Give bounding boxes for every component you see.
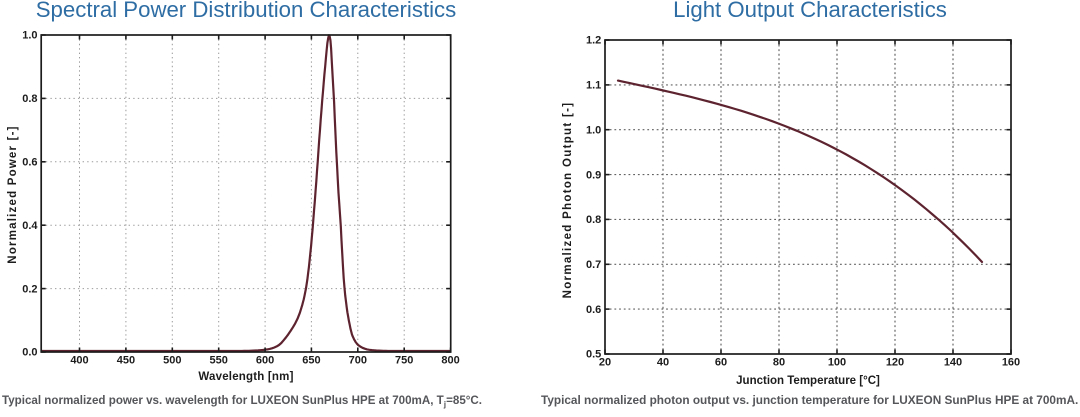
svg-text:0.0: 0.0 bbox=[22, 347, 37, 359]
svg-text:Light Output Characteristics: Light Output Characteristics bbox=[673, 0, 947, 22]
svg-text:750: 750 bbox=[395, 355, 413, 367]
svg-text:0.9: 0.9 bbox=[586, 169, 601, 181]
svg-text:Typical normalized power vs. w: Typical normalized power vs. wavelength … bbox=[2, 394, 482, 409]
svg-text:0.5: 0.5 bbox=[586, 349, 601, 361]
svg-text:0.8: 0.8 bbox=[22, 93, 37, 105]
svg-text:Wavelength [nm]: Wavelength [nm] bbox=[198, 371, 293, 383]
svg-text:1.0: 1.0 bbox=[586, 124, 601, 136]
svg-text:450: 450 bbox=[117, 355, 135, 367]
svg-text:500: 500 bbox=[163, 355, 181, 367]
svg-text:600: 600 bbox=[256, 355, 274, 367]
svg-text:80: 80 bbox=[773, 357, 785, 369]
svg-text:20: 20 bbox=[599, 357, 611, 369]
svg-text:120: 120 bbox=[886, 357, 904, 369]
svg-text:Spectral Power Distribution Ch: Spectral Power Distribution Characterist… bbox=[36, 0, 456, 22]
svg-text:160: 160 bbox=[1002, 357, 1020, 369]
svg-text:100: 100 bbox=[828, 357, 846, 369]
svg-text:Normalized Photon Output [-]: Normalized Photon Output [-] bbox=[562, 102, 574, 299]
svg-text:1.0: 1.0 bbox=[22, 30, 37, 42]
svg-text:Normalized Power [-]: Normalized Power [-] bbox=[7, 125, 19, 263]
svg-text:0.2: 0.2 bbox=[22, 283, 37, 295]
svg-text:550: 550 bbox=[210, 355, 228, 367]
svg-text:Junction Temperature [°C]: Junction Temperature [°C] bbox=[736, 375, 880, 387]
svg-text:700: 700 bbox=[349, 355, 367, 367]
svg-text:800: 800 bbox=[441, 355, 459, 367]
svg-text:0.7: 0.7 bbox=[586, 259, 601, 271]
svg-text:140: 140 bbox=[944, 357, 962, 369]
svg-text:40: 40 bbox=[657, 357, 669, 369]
svg-text:400: 400 bbox=[70, 355, 88, 367]
svg-text:1.2: 1.2 bbox=[586, 35, 601, 47]
svg-text:1.1: 1.1 bbox=[586, 80, 601, 92]
svg-text:0.6: 0.6 bbox=[22, 157, 37, 169]
svg-text:60: 60 bbox=[715, 357, 727, 369]
svg-text:650: 650 bbox=[302, 355, 320, 367]
svg-text:0.8: 0.8 bbox=[586, 214, 601, 226]
svg-text:0.4: 0.4 bbox=[22, 220, 38, 232]
svg-text:0.6: 0.6 bbox=[586, 304, 601, 316]
svg-text:Typical normalized photon outp: Typical normalized photon output vs. jun… bbox=[541, 393, 1078, 407]
